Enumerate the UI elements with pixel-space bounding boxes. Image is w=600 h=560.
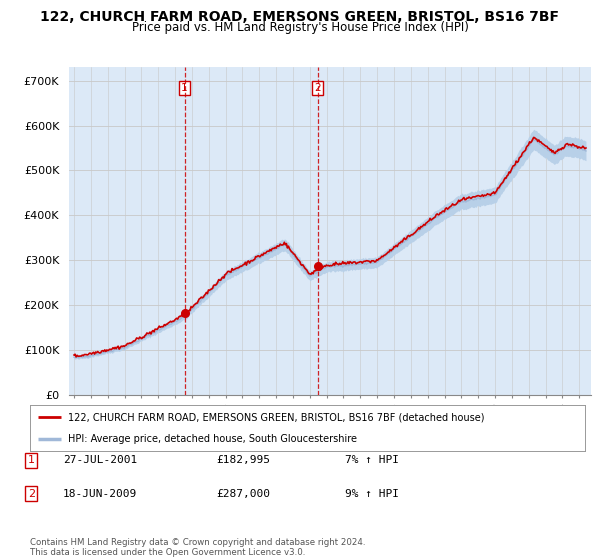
Text: 2: 2 [314, 83, 321, 93]
Text: 27-JUL-2001: 27-JUL-2001 [63, 455, 137, 465]
Text: 2: 2 [28, 489, 35, 499]
Text: Contains HM Land Registry data © Crown copyright and database right 2024.
This d: Contains HM Land Registry data © Crown c… [30, 538, 365, 557]
Text: 18-JUN-2009: 18-JUN-2009 [63, 489, 137, 499]
Text: £182,995: £182,995 [216, 455, 270, 465]
Text: 122, CHURCH FARM ROAD, EMERSONS GREEN, BRISTOL, BS16 7BF (detached house): 122, CHURCH FARM ROAD, EMERSONS GREEN, B… [68, 412, 484, 422]
Text: 122, CHURCH FARM ROAD, EMERSONS GREEN, BRISTOL, BS16 7BF: 122, CHURCH FARM ROAD, EMERSONS GREEN, B… [41, 10, 560, 24]
Text: 1: 1 [181, 83, 188, 93]
Text: 7% ↑ HPI: 7% ↑ HPI [345, 455, 399, 465]
Text: £287,000: £287,000 [216, 489, 270, 499]
Text: HPI: Average price, detached house, South Gloucestershire: HPI: Average price, detached house, Sout… [68, 435, 357, 444]
Text: 9% ↑ HPI: 9% ↑ HPI [345, 489, 399, 499]
Text: 1: 1 [28, 455, 35, 465]
Text: Price paid vs. HM Land Registry's House Price Index (HPI): Price paid vs. HM Land Registry's House … [131, 21, 469, 34]
